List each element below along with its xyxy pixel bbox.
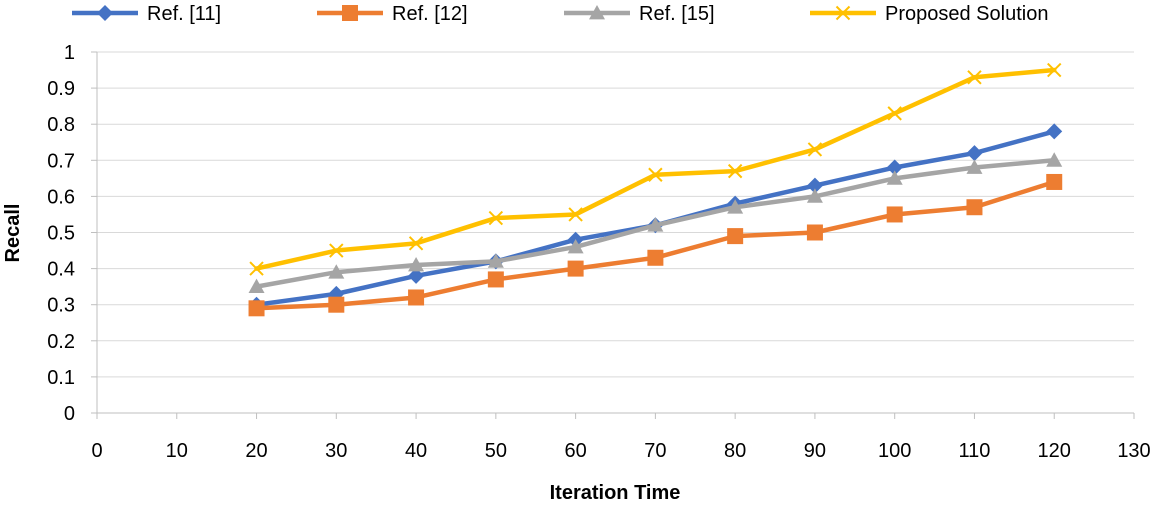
data-point	[886, 206, 903, 223]
legend-label: Proposed Solution	[885, 3, 1048, 25]
series-ref-15	[248, 152, 1063, 294]
marker-triangle	[589, 5, 605, 20]
legend-item-ref-12: Ref. [12]	[317, 3, 468, 25]
x-tick-label: 0	[91, 440, 102, 462]
x-tick-label: 110	[959, 440, 991, 462]
legend-label: Ref. [15]	[639, 3, 715, 25]
series-ref-12	[248, 173, 1063, 317]
data-point	[648, 167, 663, 182]
data-point	[727, 199, 744, 214]
marker-x	[835, 5, 851, 21]
y-tick-label: 0.7	[47, 150, 75, 172]
data-point	[328, 296, 345, 313]
y-tick-label: 0.6	[47, 186, 75, 208]
data-point	[966, 145, 983, 162]
data-point	[967, 70, 982, 85]
y-tick-label: 0	[64, 403, 75, 425]
data-point	[488, 210, 504, 226]
series-proposed-solution	[249, 62, 1062, 276]
y-tick-label: 0.8	[47, 114, 75, 136]
data-point	[807, 142, 823, 157]
series-group	[248, 62, 1063, 317]
y-tick-label: 0.9	[47, 78, 75, 100]
x-tick-label: 120	[1038, 440, 1071, 462]
data-point	[887, 106, 902, 121]
x-tick-label: 50	[485, 440, 507, 462]
data-point	[727, 163, 743, 179]
data-point	[328, 264, 345, 279]
data-point	[487, 253, 504, 268]
data-point	[806, 224, 823, 241]
data-point	[329, 243, 344, 258]
data-point	[487, 271, 504, 288]
data-point	[249, 261, 264, 276]
data-point	[408, 256, 425, 272]
data-point	[567, 238, 584, 254]
data-point	[806, 188, 823, 203]
y-tick-label: 0.5	[47, 223, 75, 245]
data-point	[966, 199, 983, 216]
data-point	[248, 300, 265, 317]
data-point	[567, 260, 584, 277]
x-tick-label: 10	[166, 440, 188, 462]
data-point	[248, 278, 265, 294]
x-tick-label: 60	[564, 440, 586, 462]
x-tick-label: 100	[878, 440, 911, 462]
axes	[91, 51, 1135, 419]
y-tick-label: 0.3	[47, 295, 75, 317]
y-tick-label: 0.4	[47, 259, 75, 281]
x-tick-label: 70	[644, 440, 666, 462]
x-tick-label: 90	[804, 440, 826, 462]
x-tick-labels: 0 10 20 30 40 50 60 70 80 90 100 110 120 130	[91, 440, 1150, 462]
data-point	[1046, 123, 1063, 140]
x-tick-label: 80	[724, 440, 746, 462]
y-tick-label: 0.2	[47, 331, 75, 353]
legend-label: Ref. [11]	[147, 3, 221, 25]
data-point	[806, 177, 823, 194]
x-tick-label: 40	[405, 440, 427, 462]
data-point	[647, 217, 664, 232]
y-tick-label: 0.1	[47, 367, 75, 389]
marker-square	[342, 5, 358, 21]
marker-diamond	[97, 5, 113, 21]
data-point	[886, 170, 903, 185]
data-point	[886, 159, 903, 176]
legend-item-proposed-solution: Proposed Solution	[810, 3, 1048, 25]
series-line	[254, 67, 1057, 271]
data-point	[1047, 62, 1062, 78]
data-point	[568, 207, 583, 222]
x-tick-label: 20	[245, 440, 267, 462]
x-tick-label: 30	[325, 440, 347, 462]
legend: Ref. [11] Ref. [12] Ref. [15] Proposed Solu…	[72, 3, 1048, 25]
legend-item-ref-11: Ref. [11]	[72, 3, 221, 25]
data-point	[408, 289, 425, 306]
y-axis-title: Recall	[2, 204, 24, 263]
legend-item-ref-15: Ref. [15]	[564, 3, 715, 25]
data-point	[727, 228, 744, 245]
legend-label: Ref. [12]	[392, 3, 468, 25]
data-point	[647, 249, 664, 266]
data-point	[1046, 173, 1063, 190]
data-point	[966, 159, 983, 174]
data-point	[408, 267, 425, 284]
x-axis-title: Iteration Time	[550, 482, 681, 504]
y-tick-labels: 0 0.1 0.2 0.3 0.4 0.5 0.6 0.7 0.8 0.9 1	[47, 42, 75, 425]
x-tick-label: 130	[1117, 440, 1150, 462]
y-tick-label: 1	[64, 42, 75, 64]
data-point	[1046, 152, 1063, 167]
data-point	[408, 236, 424, 251]
